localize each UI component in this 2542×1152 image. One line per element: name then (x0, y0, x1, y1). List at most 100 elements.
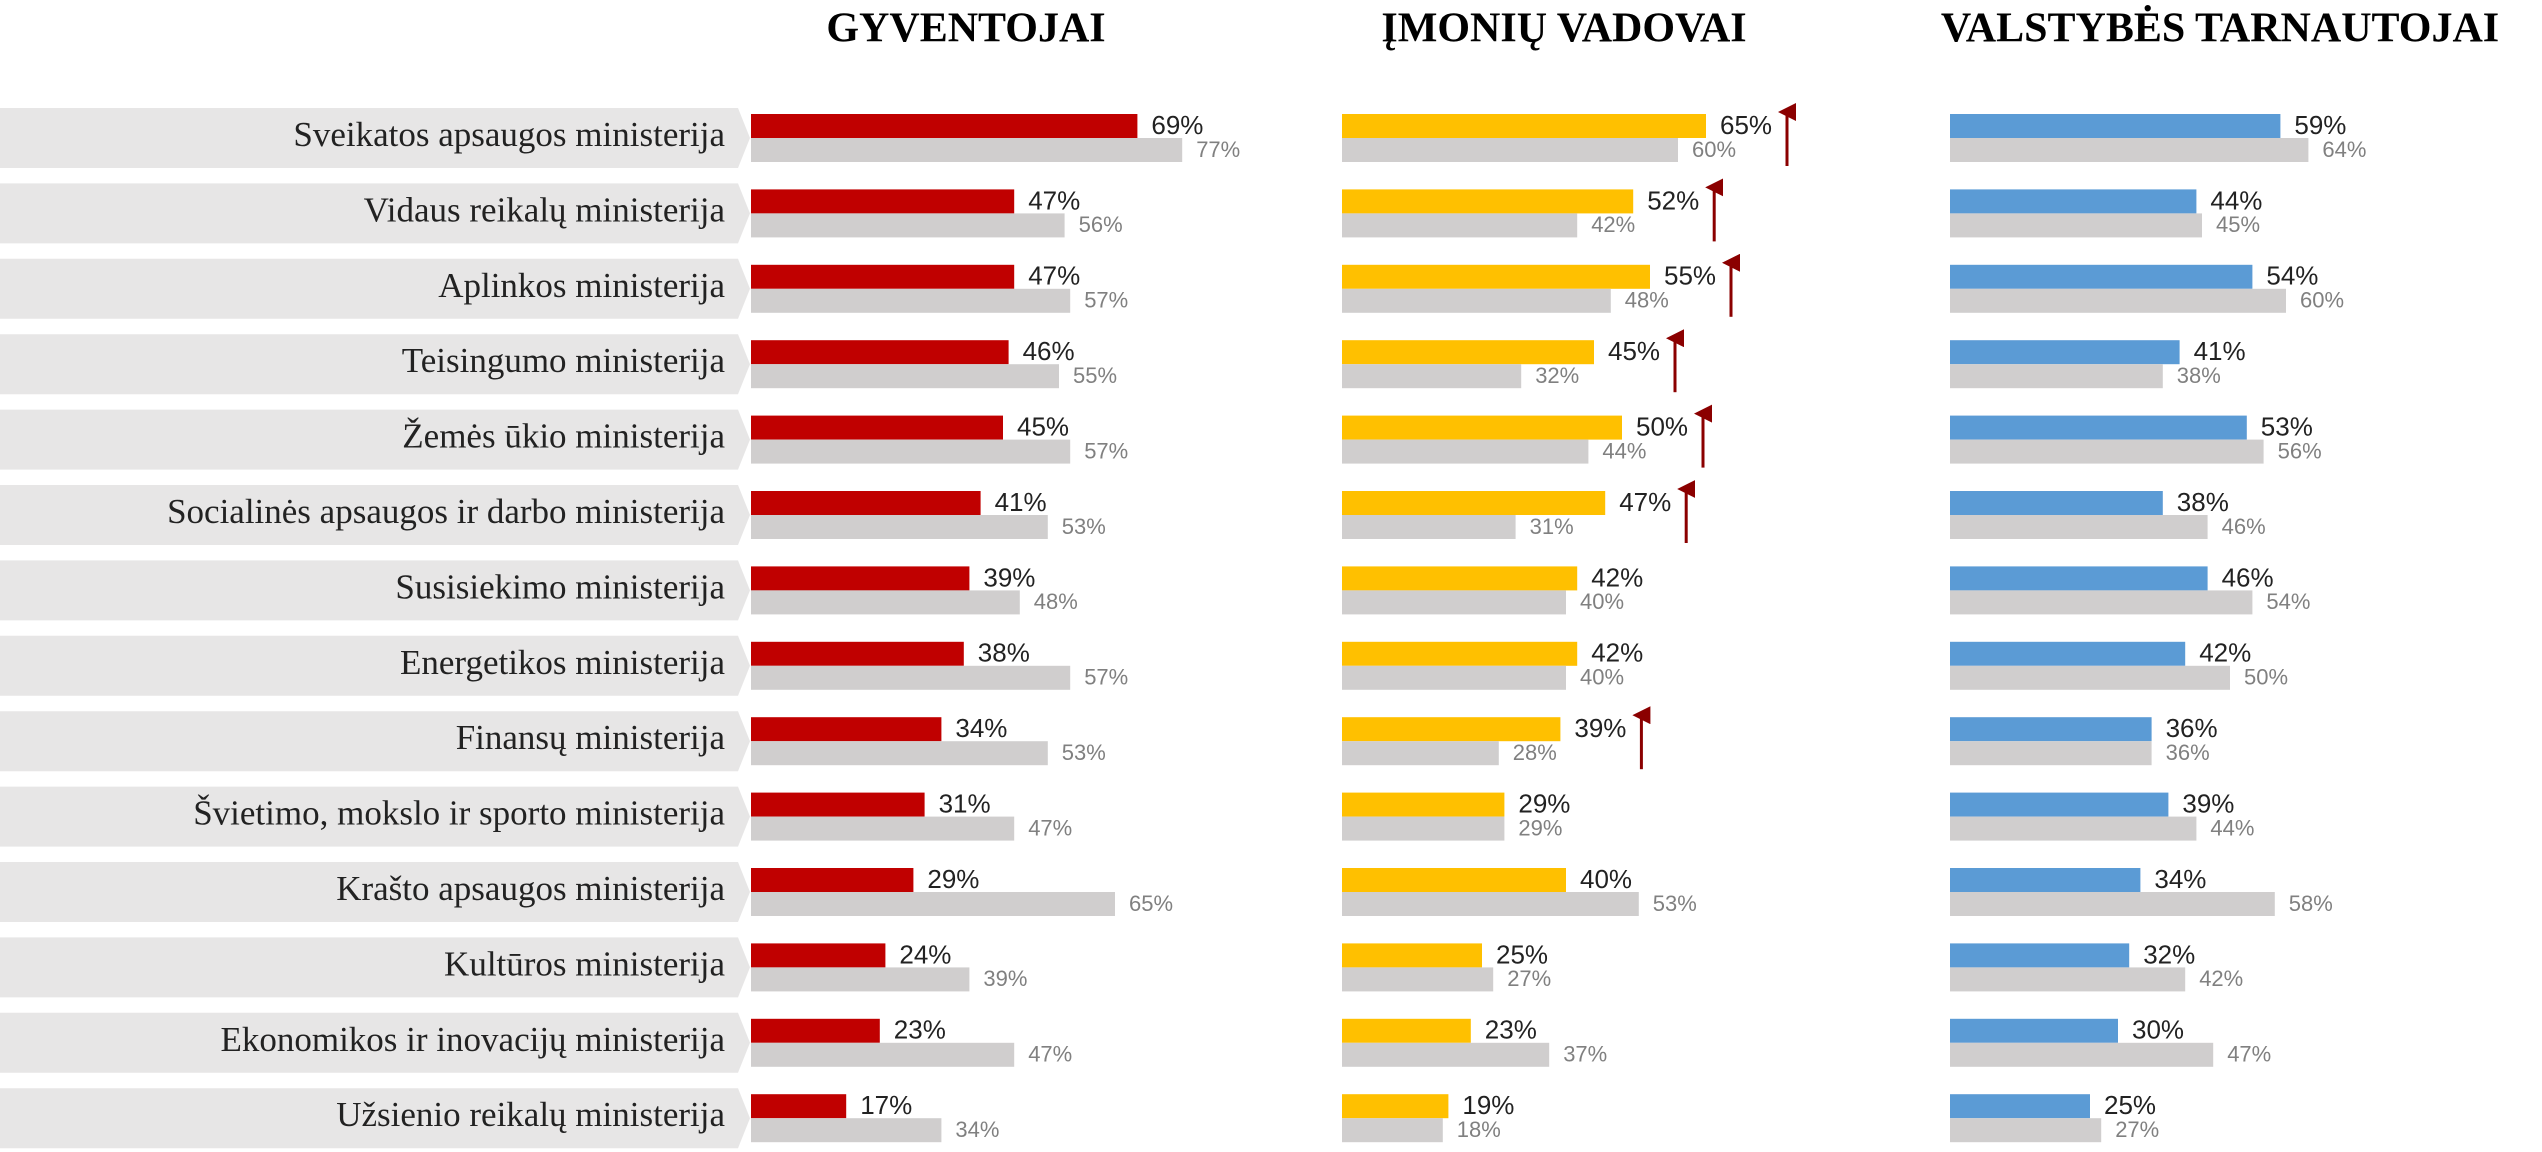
value-label: 53% (2261, 411, 2313, 441)
value-label: 40% (1580, 864, 1632, 894)
previous-value-label: 60% (1692, 137, 1736, 162)
bar (1342, 641, 1578, 666)
value-label: 38% (978, 638, 1030, 668)
bar (751, 515, 1048, 539)
bar (1950, 943, 2130, 968)
bar (1342, 213, 1578, 238)
bar (751, 717, 942, 742)
previous-value-label: 44% (2210, 815, 2254, 840)
previous-value-label: 50% (2244, 665, 2288, 690)
value-label: 24% (899, 939, 951, 969)
bar (1342, 439, 1589, 464)
bar (751, 138, 1183, 162)
bar (751, 491, 981, 515)
bar (1950, 967, 2186, 992)
value-label: 25% (2104, 1090, 2156, 1120)
value-label: 38% (2177, 487, 2229, 517)
bar (751, 439, 1071, 464)
previous-value-label: 57% (1084, 665, 1128, 690)
value-label: 42% (2199, 638, 2251, 668)
bar (1342, 1018, 1471, 1043)
value-label: 31% (939, 788, 991, 818)
value-label: 54% (2266, 261, 2318, 291)
category-label: Finansų ministerija (456, 718, 726, 757)
bar (751, 892, 1115, 916)
previous-value-label: 45% (2216, 212, 2260, 237)
previous-value-label: 60% (2300, 288, 2344, 313)
previous-value-label: 47% (2227, 1042, 2271, 1067)
bar (1950, 892, 2275, 916)
category-label: Užsienio reikalų ministerija (336, 1095, 725, 1134)
bar (1342, 138, 1678, 162)
previous-value-label: 40% (1580, 665, 1624, 690)
bar (1342, 264, 1650, 289)
previous-value-label: 28% (1513, 740, 1557, 765)
value-label: 23% (894, 1015, 946, 1045)
previous-value-label: 53% (1062, 514, 1106, 539)
previous-value-label: 40% (1580, 589, 1624, 614)
category-label: Krašto apsaugos ministerija (336, 869, 725, 908)
bar (1342, 717, 1561, 742)
category-label: Švietimo, mokslo ir sporto ministerija (193, 794, 725, 833)
bar (1342, 590, 1566, 615)
previous-value-label: 48% (1034, 589, 1078, 614)
value-label: 69% (1151, 110, 1203, 140)
bar (1950, 288, 2286, 313)
value-label: 17% (860, 1090, 912, 1120)
bar (1950, 868, 2141, 892)
previous-value-label: 64% (2322, 137, 2366, 162)
bar (1342, 892, 1639, 916)
bar (1342, 288, 1611, 313)
bar (1950, 340, 2180, 365)
category-label: Kultūros ministerija (444, 944, 725, 983)
previous-value-label: 57% (1084, 288, 1128, 313)
category-ribbon (0, 334, 750, 395)
bar (751, 340, 1009, 365)
previous-value-label: 65% (1129, 891, 1173, 916)
category-label: Socialinės apsaugos ir darbo ministerija (167, 492, 725, 531)
value-label: 44% (2210, 185, 2262, 215)
value-label: 34% (955, 713, 1007, 743)
bar (751, 967, 970, 992)
bar (1950, 641, 2186, 666)
previous-value-label: 29% (1518, 815, 1562, 840)
value-label: 30% (2132, 1015, 2184, 1045)
bar (751, 792, 925, 817)
value-label: 29% (1518, 788, 1570, 818)
previous-value-label: 42% (1591, 212, 1635, 237)
previous-value-label: 56% (1079, 212, 1123, 237)
bar (1950, 114, 2281, 138)
bar (1342, 415, 1622, 440)
bar (1342, 792, 1505, 817)
value-label: 47% (1028, 261, 1080, 291)
category-ribbon (0, 1088, 750, 1149)
previous-value-label: 34% (955, 1117, 999, 1142)
bar (751, 213, 1065, 238)
previous-value-label: 27% (1507, 966, 1551, 991)
bar (1950, 1118, 2102, 1143)
previous-value-label: 47% (1028, 1042, 1072, 1067)
value-label: 45% (1608, 336, 1660, 366)
bar (751, 1118, 942, 1143)
bar (1950, 566, 2208, 591)
value-label: 50% (1636, 411, 1688, 441)
category-label: Ekonomikos ir inovacijų ministerija (220, 1020, 725, 1059)
value-label: 41% (2194, 336, 2246, 366)
panel-title: GYVENTOJAI (826, 6, 1105, 52)
bar (1950, 491, 2163, 515)
bar (1342, 967, 1494, 992)
category-ribbon (0, 635, 750, 696)
value-label: 46% (2222, 562, 2274, 592)
previous-value-label: 77% (1196, 137, 1240, 162)
bar (751, 566, 970, 591)
bar (751, 943, 886, 968)
previous-value-label: 31% (1530, 514, 1574, 539)
bar (751, 364, 1059, 389)
bar (1342, 364, 1522, 389)
value-label: 47% (1028, 185, 1080, 215)
bar (1342, 189, 1634, 214)
previous-value-label: 48% (1625, 288, 1669, 313)
bar (1342, 1118, 1443, 1143)
previous-value-label: 44% (1602, 438, 1646, 463)
